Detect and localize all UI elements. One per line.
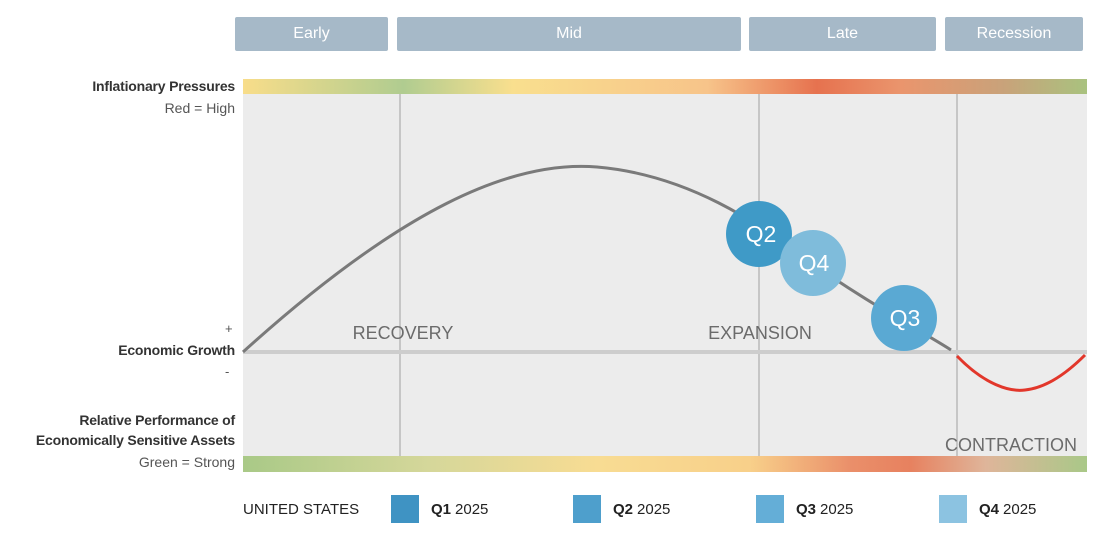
marker-q2-label: Q2: [746, 221, 777, 247]
legend-item-q2: Q2 2025: [573, 495, 670, 523]
legend-item-q3: Q3 2025: [756, 495, 853, 523]
marker-q4: Q4: [780, 230, 846, 296]
marker-q4-label: Q4: [799, 250, 830, 276]
marker-q2: Q2: [726, 201, 792, 267]
legend-year-q3: 2025: [820, 500, 854, 518]
growth-plus-sign: +: [225, 321, 233, 336]
growth-curve-negative: [955, 353, 1087, 392]
performance-title-line2: Economically Sensitive Assets: [35, 432, 235, 448]
growth-label: Economic Growth: [118, 342, 235, 358]
legend-year-q2: 2025: [637, 500, 671, 518]
growth-minus-sign: -: [225, 364, 230, 379]
legend-quarter-q1: Q1: [431, 500, 452, 518]
legend-year-q1: 2025: [455, 500, 489, 518]
marker-q3-circle: [871, 285, 937, 351]
marker-q3-label: Q3: [890, 305, 921, 331]
legend-year-q4: 2025: [1003, 500, 1037, 518]
zone-label-contraction: CONTRACTION: [945, 435, 1077, 455]
marker-q3: Q3: [871, 285, 937, 351]
legend-swatch-q1: [391, 495, 419, 523]
legend-swatch-q3: [756, 495, 784, 523]
phase-mid: Mid: [397, 17, 741, 51]
legend-swatch-q4: [939, 495, 967, 523]
legend-quarter-q2: Q2: [613, 500, 634, 518]
cycle-panel: [243, 94, 1087, 456]
legend-quarter-q4: Q4: [979, 500, 1000, 518]
growth-curve-positive: [241, 164, 952, 354]
performance-title-line1: Relative Performance of: [79, 412, 235, 428]
phase-early: Early: [235, 17, 388, 51]
inflation-sub: Red = High: [164, 100, 235, 116]
inflation-title: Inflationary Pressures: [92, 78, 235, 94]
phase-late: Late: [749, 17, 936, 51]
zone-label-expansion: EXPANSION: [708, 323, 812, 343]
performance-gradient-bar: [243, 456, 1087, 472]
marker-q2-circle: [726, 201, 792, 267]
zone-label-recovery: RECOVERY: [353, 323, 454, 343]
legend-country: UNITED STATES: [243, 500, 360, 518]
marker-q4-circle: [780, 230, 846, 296]
inflation-gradient-bar: [243, 79, 1087, 94]
legend-item-q4: Q4 2025: [939, 495, 1036, 523]
legend-swatch-q2: [573, 495, 601, 523]
performance-sub: Green = Strong: [138, 454, 235, 470]
legend-item-q1: Q1 2025: [391, 495, 488, 523]
legend-quarter-q3: Q3: [796, 500, 817, 518]
phase-recession: Recession: [945, 17, 1083, 51]
